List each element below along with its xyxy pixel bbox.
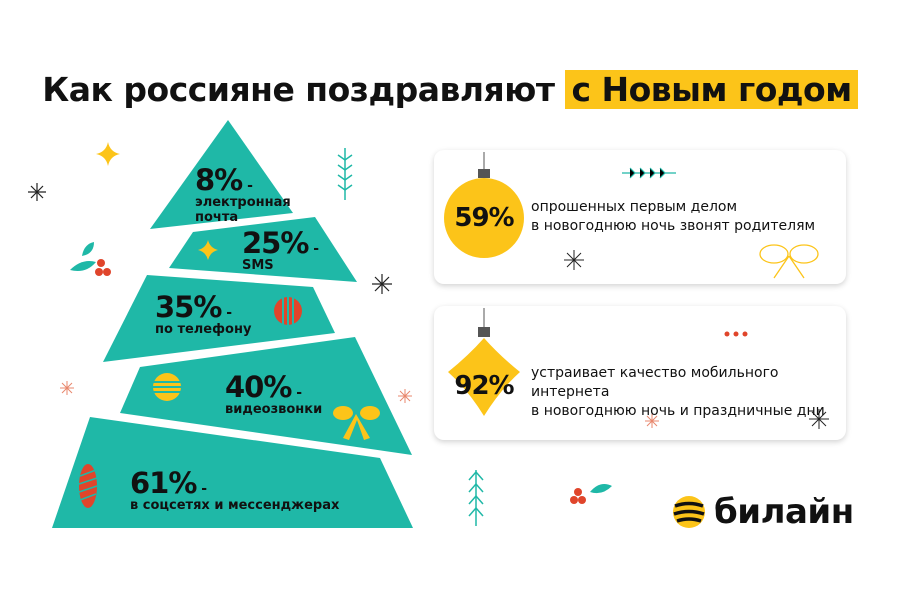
tree-tier-5	[52, 417, 413, 528]
ornament-red-oval	[78, 464, 98, 508]
tree-tier-3	[103, 275, 335, 362]
sparkle-icon	[372, 274, 392, 294]
stat-text: устраивает качество мобильного интернета…	[531, 365, 825, 419]
beeline-logo-icon	[673, 496, 705, 528]
sparkle-icon	[564, 250, 584, 270]
bow-icon	[333, 406, 380, 440]
snowflake-icon	[398, 389, 412, 403]
tree-label-sms: 25% - SMS	[242, 226, 320, 273]
berries-icon	[70, 242, 111, 276]
snowflake-icon	[645, 414, 659, 428]
ornament-yellow-striped	[153, 373, 181, 401]
tree-tier-1	[150, 120, 293, 229]
snowflake-icon	[60, 381, 74, 395]
tree-tier-4	[120, 337, 412, 455]
tree-label-video: 40% - видеозвонки	[225, 370, 323, 417]
dots-icon	[724, 331, 748, 337]
ornament-ball-icon	[444, 178, 524, 258]
sparkle-icon	[28, 183, 46, 201]
stat-card-internet: 92% устраивает качество мобильного интер…	[434, 306, 846, 440]
sparkle-icon	[809, 409, 829, 429]
tree-label-phone: 35% - по телефону	[155, 290, 252, 337]
star-icon	[96, 142, 120, 166]
tree-label-email: 8% - электронная почта	[195, 163, 291, 225]
tree-label-social: 61% -в соцсетях и мессенджерах	[130, 466, 340, 513]
ornament-red-striped	[274, 297, 302, 325]
page-title: Как россияне поздравляют с Новым годом	[0, 70, 900, 109]
fir-tree-icon	[468, 470, 484, 526]
berries-icon	[570, 484, 612, 504]
fir-branch-icon	[622, 167, 676, 179]
bow-outline-icon	[759, 244, 819, 279]
tree-tier-2	[169, 217, 357, 282]
star-icon	[198, 240, 218, 260]
fir-branch-icon	[337, 148, 353, 200]
stat-percent: 59%	[454, 203, 514, 233]
title-highlight: с Новым годом	[565, 70, 858, 109]
stat-card-parents: 59% опрошенных первым делом в новогоднюю …	[434, 150, 846, 284]
stat-percent: 92%	[454, 371, 514, 401]
ornament-ball-icon	[448, 338, 520, 416]
beeline-logo: билайн	[672, 492, 854, 532]
stat-text: опрошенных первым делом в новогоднюю ночь…	[531, 199, 816, 234]
